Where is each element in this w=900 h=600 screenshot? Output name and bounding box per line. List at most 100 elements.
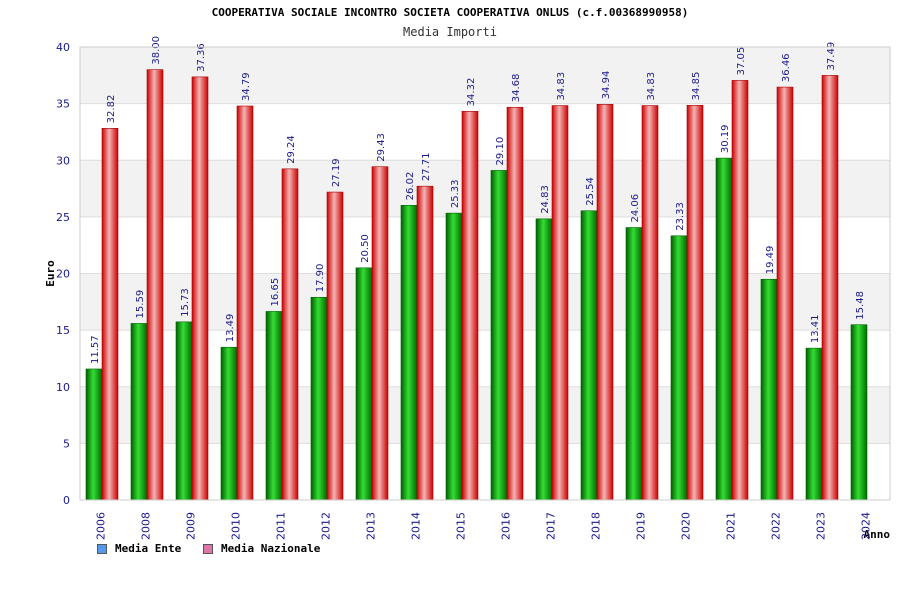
grid-band [80, 160, 890, 217]
data-label-media-ente: 29.10 [495, 137, 506, 166]
data-label-media-nazionale: 37.36 [196, 43, 207, 72]
data-label-media-nazionale: 34.83 [556, 72, 567, 101]
y-tick-label: 35 [56, 98, 70, 111]
bar-media-ente [670, 235, 688, 501]
bar-media-nazionale [461, 111, 479, 501]
data-label-media-ente: 26.02 [405, 172, 416, 201]
x-tick-label: 2014 [410, 512, 423, 540]
y-tick-label: 15 [56, 324, 70, 337]
data-label-media-ente: 25.54 [585, 177, 596, 206]
legend-swatch-media-nazionale [203, 543, 213, 554]
data-label-media-nazionale: 34.79 [241, 72, 252, 101]
data-label-media-nazionale: 27.71 [421, 153, 432, 182]
y-axis-label: Euro [44, 260, 57, 287]
data-label-media-ente: 25.33 [450, 179, 461, 208]
bar-media-ente [310, 296, 328, 501]
data-label-media-nazionale: 34.68 [511, 74, 522, 103]
x-tick-label: 2010 [230, 512, 243, 540]
bar-media-ente [220, 346, 238, 501]
bar-media-ente [490, 170, 508, 501]
bar-media-nazionale [596, 104, 614, 501]
data-label-media-nazionale: 29.24 [286, 135, 297, 164]
data-label-media-ente: 15.48 [855, 291, 866, 320]
bar-media-nazionale [281, 168, 299, 501]
x-tick-label: 2008 [140, 512, 153, 540]
bar-media-ente [130, 323, 148, 501]
data-label-media-nazionale: 34.85 [691, 72, 702, 101]
data-label-media-ente: 23.33 [675, 202, 686, 231]
data-label-media-nazionale: 38.00 [151, 36, 162, 65]
bar-media-ente [580, 210, 598, 501]
y-tick-label: 0 [63, 494, 70, 507]
legend-item-media-nazionale: Media Nazionale [203, 542, 320, 555]
bar-media-nazionale [371, 166, 389, 501]
bar-media-nazionale [326, 191, 344, 501]
bar-media-nazionale [821, 75, 839, 501]
x-tick-label: 2024 [860, 512, 873, 540]
y-tick-label: 30 [56, 154, 70, 167]
bar-media-nazionale [551, 105, 569, 501]
bar-media-nazionale [191, 76, 209, 501]
bar-media-ente [355, 267, 373, 501]
y-tick-label: 20 [56, 268, 70, 281]
data-label-media-nazionale: 36.46 [781, 53, 792, 82]
data-label-media-ente: 13.49 [225, 314, 236, 343]
bar-media-ente [400, 205, 418, 501]
x-tick-label: 2006 [95, 512, 108, 540]
bar-media-ente [625, 227, 643, 501]
legend-label-media-ente: Media Ente [115, 542, 182, 555]
x-tick-label: 2023 [815, 512, 828, 540]
x-tick-label: 2022 [770, 512, 783, 540]
bar-media-ente [805, 347, 823, 501]
y-tick-label: 5 [63, 437, 70, 450]
x-tick-label: 2017 [545, 512, 558, 540]
x-tick-label: 2020 [680, 512, 693, 540]
bar-media-nazionale [236, 105, 254, 501]
bar-media-nazionale [641, 105, 659, 501]
bar-media-nazionale [686, 105, 704, 501]
x-tick-label: 2015 [455, 512, 468, 540]
data-label-media-nazionale: 34.94 [601, 71, 612, 100]
data-label-media-nazionale: 37.05 [736, 47, 747, 76]
bar-media-ente [850, 324, 868, 501]
bar-media-ente [175, 321, 193, 501]
grid-band [80, 386, 890, 444]
data-label-media-ente: 30.19 [720, 124, 731, 153]
bar-media-ente [445, 212, 463, 501]
bar-media-ente [535, 218, 553, 501]
data-label-media-nazionale: 27.19 [331, 158, 342, 187]
chart-subtitle: Media Importi [403, 25, 497, 39]
y-tick-label: 40 [56, 41, 70, 54]
x-tick-label: 2021 [725, 512, 738, 540]
legend-item-media-ente: Media Ente [97, 542, 181, 555]
data-label-media-ente: 24.06 [630, 194, 641, 223]
x-tick-label: 2016 [500, 512, 513, 540]
bar-media-ente [715, 157, 733, 501]
data-label-media-nazionale: 29.43 [376, 133, 387, 162]
bar-media-ente [760, 278, 778, 501]
grid-band [80, 47, 890, 104]
x-axis-label: Anno [864, 528, 891, 541]
bar-media-nazionale [506, 106, 524, 501]
data-label-media-ente: 15.59 [135, 290, 146, 319]
data-label-media-nazionale: 34.32 [466, 78, 477, 107]
data-label-media-nazionale: 32.82 [106, 95, 117, 124]
data-label-media-ente: 13.41 [810, 314, 821, 343]
data-label-media-ente: 17.90 [315, 264, 326, 293]
x-tick-label: 2009 [185, 512, 198, 540]
y-tick-label: 10 [56, 381, 70, 394]
data-label-media-ente: 20.50 [360, 234, 371, 263]
data-label-media-ente: 11.57 [90, 335, 101, 364]
legend-swatch-media-ente [97, 543, 107, 554]
y-tick-label: 25 [56, 211, 70, 224]
plot-border [79, 46, 891, 501]
legend-label-media-nazionale: Media Nazionale [221, 542, 321, 555]
data-label-media-ente: 16.65 [270, 278, 281, 307]
x-tick-label: 2013 [365, 512, 378, 540]
x-tick-label: 2018 [590, 512, 603, 540]
bar-media-nazionale [731, 80, 749, 501]
bar-media-nazionale [146, 69, 164, 501]
x-tick-label: 2011 [275, 512, 288, 540]
data-label-media-ente: 24.83 [540, 185, 551, 214]
